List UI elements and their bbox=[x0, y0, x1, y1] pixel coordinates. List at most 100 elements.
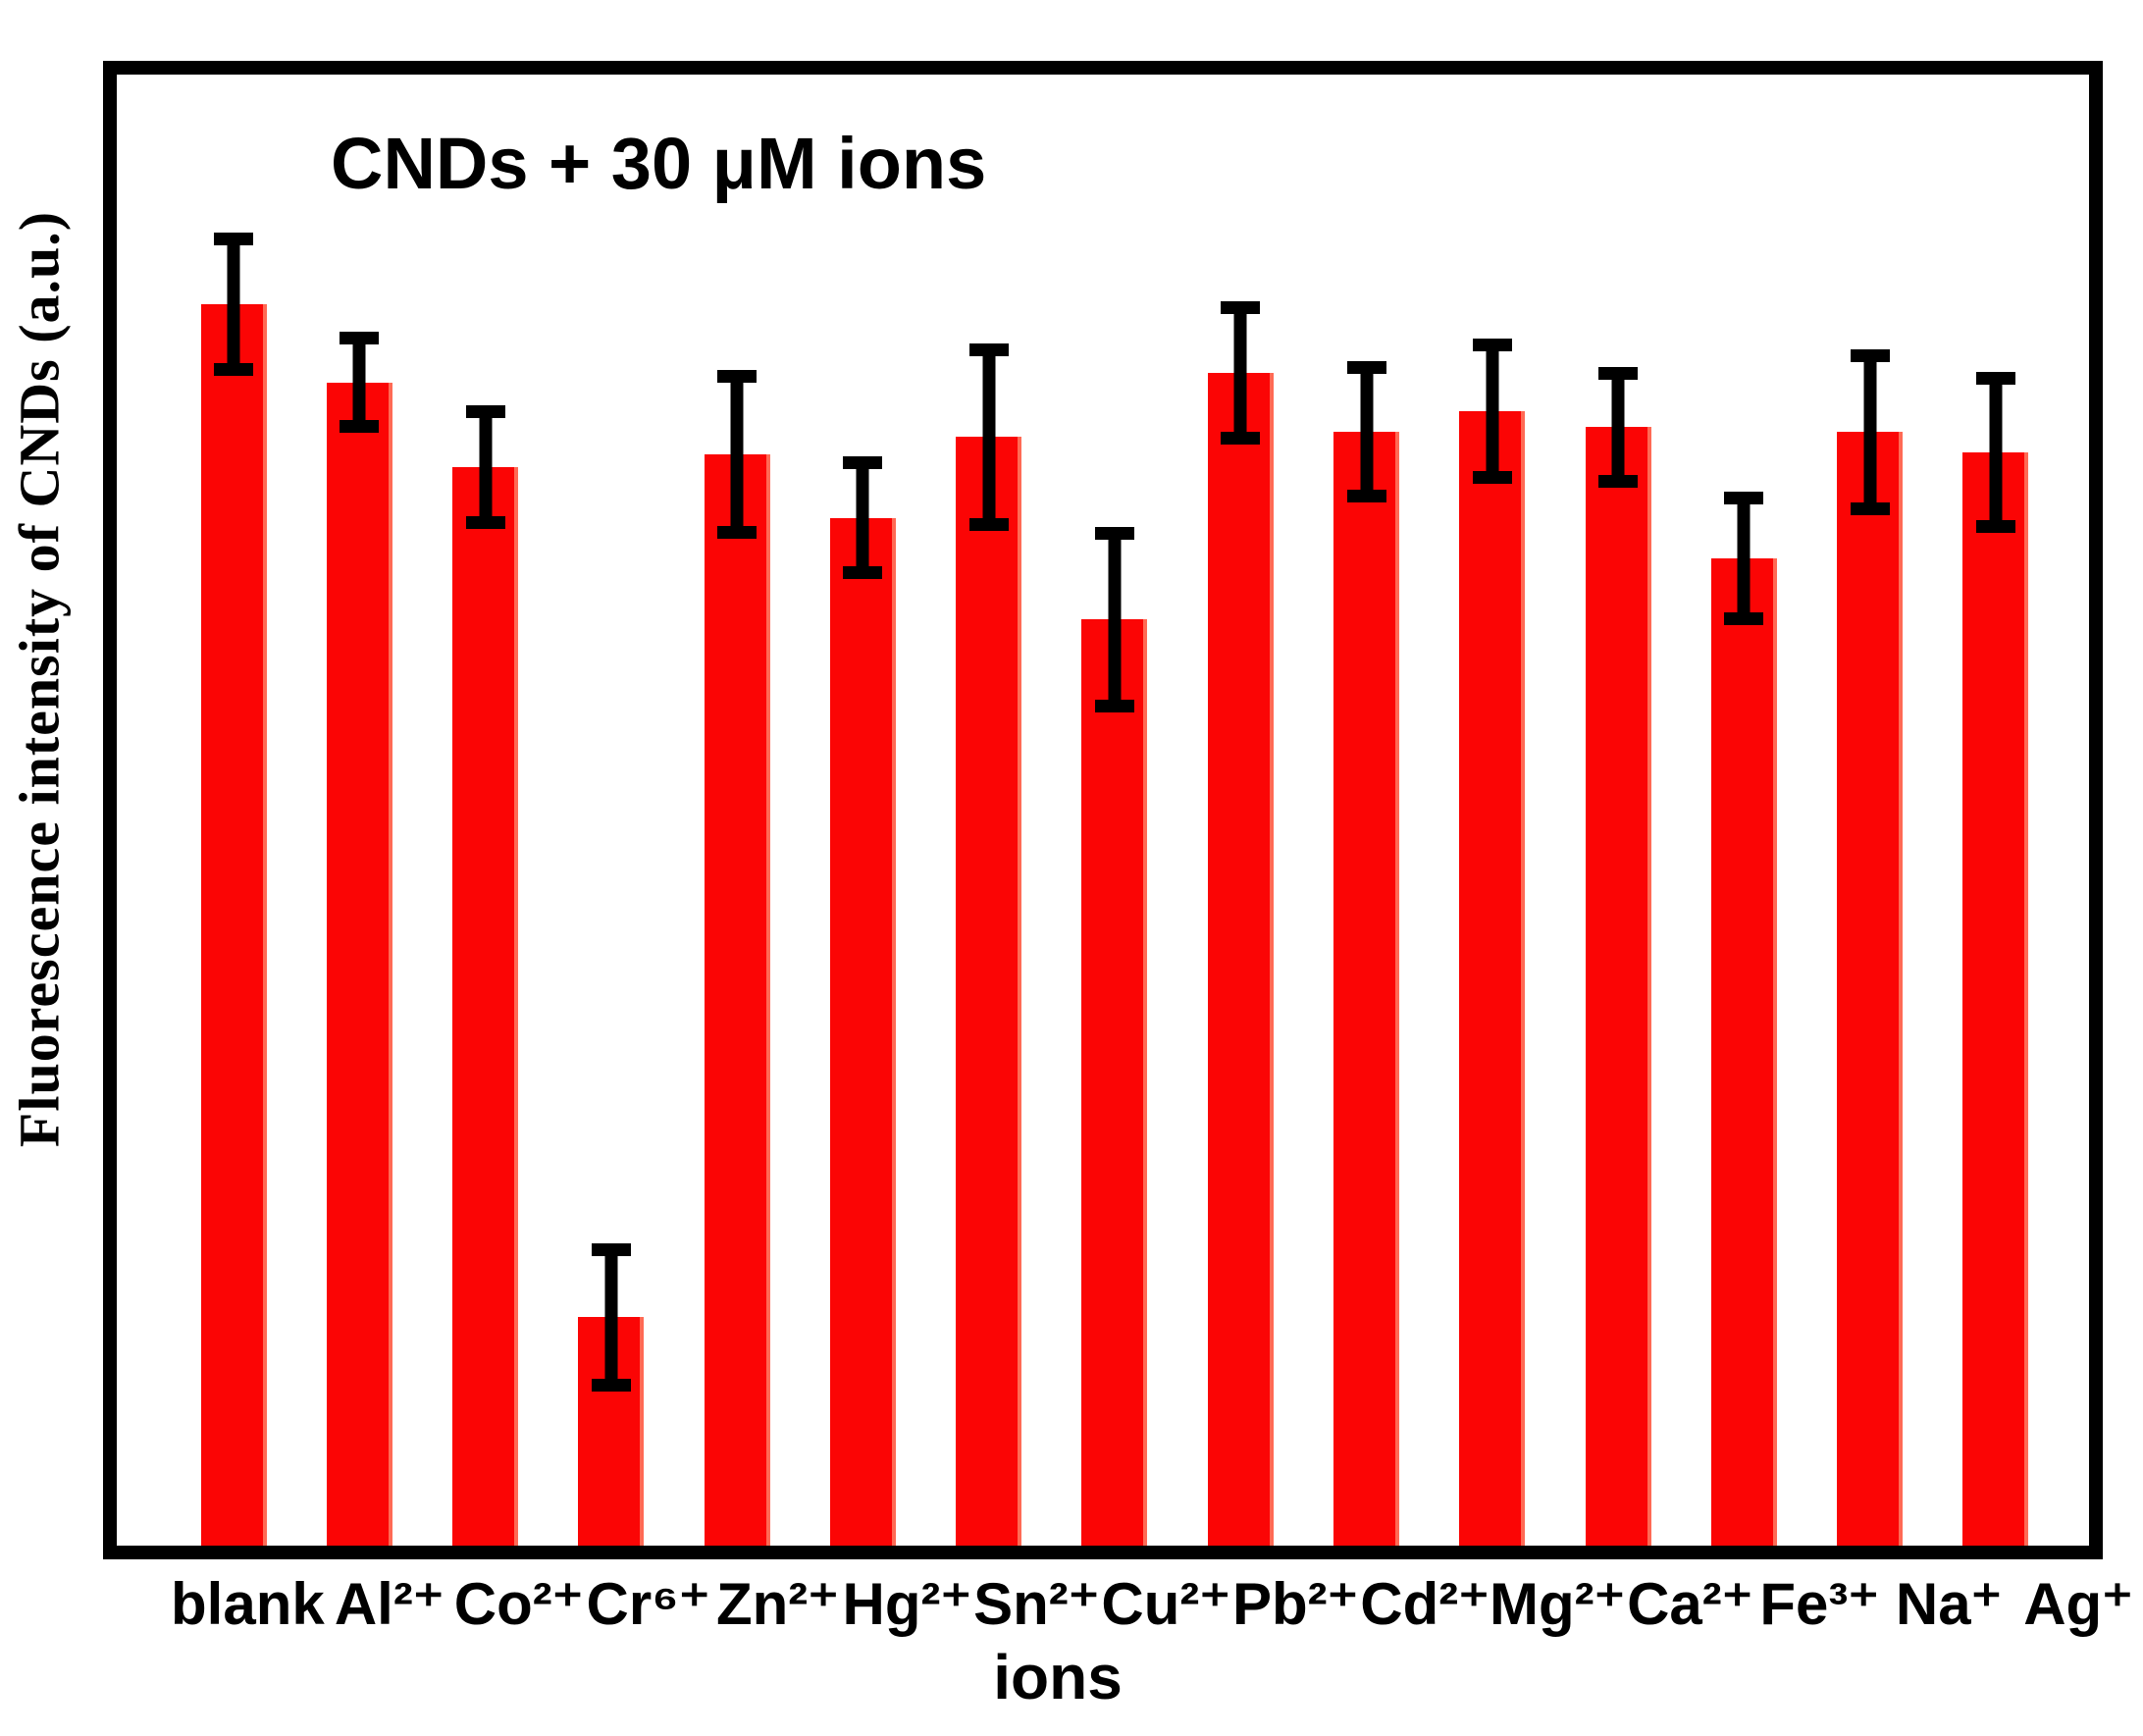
bar-Na+ bbox=[1837, 432, 1904, 1546]
error-bar-Ag+ bbox=[1975, 371, 2015, 533]
error-cap-top bbox=[214, 232, 254, 245]
x-tick-label-Zn2+: Zn²⁺ bbox=[715, 1571, 839, 1637]
bar-Cd2+ bbox=[1333, 432, 1400, 1546]
error-cap-bottom bbox=[1724, 612, 1764, 626]
error-bar-line bbox=[1233, 306, 1247, 439]
error-bar-line bbox=[1863, 355, 1877, 509]
error-cap-top bbox=[717, 370, 758, 384]
error-cap-bottom bbox=[591, 1378, 631, 1392]
error-bar-line bbox=[352, 338, 366, 428]
bar-Al2+ bbox=[326, 382, 392, 1546]
error-cap-top bbox=[1975, 371, 2015, 385]
bar-Co2+ bbox=[452, 466, 519, 1546]
error-bar-Sn2+ bbox=[968, 342, 1009, 532]
x-tick-label-Fe3+: Fe³⁺ bbox=[1759, 1571, 1880, 1637]
bar-Pb2+ bbox=[1207, 372, 1274, 1546]
x-tick-label-Sn2+: Sn²⁺ bbox=[973, 1571, 1100, 1637]
bar-slot-Cr6+ bbox=[549, 75, 674, 1546]
error-bar-line bbox=[730, 376, 744, 533]
x-tick-label-Ca2+: Ca²⁺ bbox=[1627, 1571, 1753, 1637]
error-cap-bottom bbox=[1094, 699, 1134, 712]
error-cap-bottom bbox=[1850, 501, 1890, 515]
bar-Sn2+ bbox=[956, 437, 1022, 1546]
bar-Hg2+ bbox=[829, 517, 896, 1546]
x-tick-label-Co2+: Co²⁺ bbox=[453, 1571, 584, 1637]
error-bar-Hg2+ bbox=[843, 455, 883, 580]
bar-slot-Zn2+ bbox=[674, 75, 800, 1546]
bar-slot-Pb2+ bbox=[1177, 75, 1303, 1546]
error-cap-bottom bbox=[465, 515, 505, 529]
error-bar-line bbox=[1108, 532, 1122, 707]
bar-blank bbox=[200, 304, 267, 1546]
bar-slot-Co2+ bbox=[423, 75, 549, 1546]
error-bar-Fe3+ bbox=[1724, 492, 1764, 626]
error-cap-top bbox=[1094, 526, 1134, 540]
error-bar-line bbox=[1360, 367, 1374, 498]
error-bar-blank bbox=[214, 232, 254, 376]
x-tick-label-Hg2+: Hg²⁺ bbox=[842, 1571, 972, 1637]
error-cap-bottom bbox=[1346, 490, 1386, 503]
bar-slot-blank bbox=[171, 75, 296, 1546]
error-bar-line bbox=[604, 1248, 618, 1386]
error-cap-top bbox=[968, 342, 1009, 356]
plot-area: CNDs + 30 μM ions bbox=[103, 61, 2103, 1559]
bar-Zn2+ bbox=[704, 454, 770, 1546]
error-cap-bottom bbox=[843, 566, 883, 580]
error-bar-Al2+ bbox=[340, 332, 380, 434]
error-bar-line bbox=[1737, 498, 1751, 620]
x-axis-label: ions bbox=[993, 1642, 1123, 1712]
error-bar-line bbox=[982, 348, 996, 526]
error-bar-line bbox=[1611, 372, 1625, 482]
x-tick-label-Ag+: Ag⁺ bbox=[2023, 1571, 2133, 1637]
error-bar-Na+ bbox=[1850, 349, 1890, 515]
error-cap-bottom bbox=[968, 518, 1009, 532]
bar-slot-Cu2+ bbox=[1052, 75, 1177, 1546]
x-tick-label-Al2+: Al²⁺ bbox=[334, 1571, 444, 1637]
error-cap-top bbox=[465, 404, 505, 418]
error-bar-Cr6+ bbox=[591, 1242, 631, 1392]
bar-slot-Ag+ bbox=[1933, 75, 2059, 1546]
error-cap-bottom bbox=[214, 363, 254, 376]
bar-Ca2+ bbox=[1585, 427, 1651, 1546]
error-bar-Cu2+ bbox=[1094, 526, 1134, 712]
error-bar-line bbox=[479, 410, 493, 523]
error-bar-line bbox=[1989, 377, 2003, 527]
error-cap-top bbox=[340, 332, 380, 345]
error-cap-bottom bbox=[340, 420, 380, 434]
error-bar-Ca2+ bbox=[1598, 366, 1639, 488]
error-cap-bottom bbox=[717, 525, 758, 539]
bar-slot-Al2+ bbox=[296, 75, 422, 1546]
error-bar-Pb2+ bbox=[1221, 300, 1261, 445]
error-cap-top bbox=[843, 455, 883, 469]
y-axis-label: Fluorescence intensity of CNDs (a.u.) bbox=[7, 210, 72, 1148]
error-cap-bottom bbox=[1975, 519, 2015, 533]
error-bar-line bbox=[856, 461, 869, 574]
error-bar-Co2+ bbox=[465, 404, 505, 529]
x-tick-label-Cu2+: Cu²⁺ bbox=[1101, 1571, 1231, 1637]
error-cap-top bbox=[1598, 366, 1639, 380]
bar-Ag+ bbox=[1962, 451, 2029, 1546]
bar-Mg2+ bbox=[1459, 410, 1526, 1546]
error-cap-bottom bbox=[1598, 474, 1639, 488]
x-tick-label-Na+: Na⁺ bbox=[1895, 1571, 2003, 1637]
error-cap-bottom bbox=[1472, 471, 1512, 485]
error-bar-Zn2+ bbox=[717, 370, 758, 539]
error-bar-line bbox=[1486, 343, 1499, 479]
bar-Fe3+ bbox=[1710, 558, 1777, 1546]
error-cap-top bbox=[1724, 492, 1764, 505]
bar-slot-Cd2+ bbox=[1303, 75, 1429, 1546]
bar-slot-Fe3+ bbox=[1681, 75, 1806, 1546]
x-tick-label-Cr6+: Cr⁶⁺ bbox=[586, 1571, 710, 1637]
x-tick-label-blank: blank bbox=[171, 1571, 325, 1637]
error-cap-top bbox=[1221, 300, 1261, 314]
error-cap-top bbox=[591, 1242, 631, 1256]
x-tick-label-Mg2+: Mg²⁺ bbox=[1490, 1571, 1626, 1637]
bar-Cu2+ bbox=[1081, 619, 1148, 1546]
chart-annotation: CNDs + 30 μM ions bbox=[331, 123, 987, 204]
bar-slot-Mg2+ bbox=[1430, 75, 1555, 1546]
bar-slot-Na+ bbox=[1806, 75, 1932, 1546]
bar-slot-Hg2+ bbox=[800, 75, 925, 1546]
bar-slot-Ca2+ bbox=[1555, 75, 1681, 1546]
bar-slot-Sn2+ bbox=[926, 75, 1052, 1546]
